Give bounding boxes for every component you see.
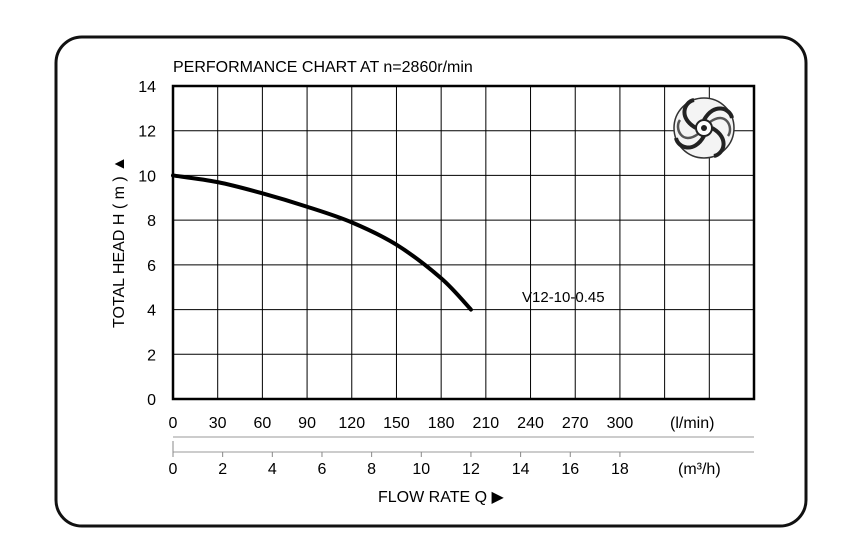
y-tick-label: 0 (147, 392, 156, 409)
x-tick-label-m3h: 4 (268, 461, 277, 478)
x-tick-label-lmin: 270 (562, 415, 589, 432)
x-tick-labels-lmin: 0 30 60 90 120 150 180 210 240 270 300 (169, 415, 634, 432)
x-tick-label-lmin: 300 (607, 415, 634, 432)
x-tick-label-lmin: 240 (517, 415, 544, 432)
x-tick-label-lmin: 150 (383, 415, 410, 432)
series-label-v12-10-0.45: V12-10-0.45 (522, 289, 605, 306)
x-tick-label-lmin: 30 (209, 415, 227, 432)
x-axis-label: FLOW RATE Q ▶ (378, 489, 504, 506)
y-tick-label: 2 (147, 347, 156, 364)
series-line-v12-10-0.45 (171, 173, 473, 312)
x-tick-label-m3h: 14 (512, 461, 530, 478)
y-tick-label: 12 (138, 124, 156, 141)
y-tick-label: 8 (147, 213, 156, 230)
chart-title: PERFORMANCE CHART AT n=2860r/min (173, 59, 473, 76)
y-tick-label: 14 (138, 79, 156, 96)
x-tick-label-m3h: 16 (561, 461, 579, 478)
y-tick-label: 6 (147, 258, 156, 275)
x-tick-label-lmin: 120 (338, 415, 365, 432)
y-tick-label: 10 (138, 168, 156, 185)
x-tick-label-lmin: 210 (472, 415, 499, 432)
impeller-icon (673, 97, 735, 159)
x-tick-label-m3h: 18 (611, 461, 629, 478)
chart-frame (54, 35, 808, 528)
x-tick-label-lmin: 180 (428, 415, 455, 432)
x-tick-label-m3h: 2 (218, 461, 227, 478)
y-axis-label: TOTAL HEAD H ( m ) ▲ (111, 156, 128, 328)
y-tick-labels: 0 2 4 6 8 10 12 14 (138, 79, 156, 409)
x-tick-label-lmin: 90 (298, 415, 316, 432)
x-tick-label-lmin: 0 (169, 415, 178, 432)
y-tick-label: 4 (147, 303, 156, 320)
x-tick-label-m3h: 0 (169, 461, 178, 478)
plot-area-border (171, 84, 756, 401)
x-tick-labels-m3h: 0 2 4 6 8 10 12 14 16 18 (169, 452, 629, 478)
x-tick-label-m3h: 6 (318, 461, 327, 478)
grid (173, 86, 754, 399)
x-unit-m3h: (m³/h) (678, 461, 721, 478)
x-tick-label-m3h: 10 (412, 461, 430, 478)
x-tick-label-m3h: 8 (367, 461, 376, 478)
x-tick-label-m3h: 12 (462, 461, 480, 478)
x-unit-lmin: (l/min) (670, 415, 714, 432)
x-tick-label-lmin: 60 (253, 415, 271, 432)
